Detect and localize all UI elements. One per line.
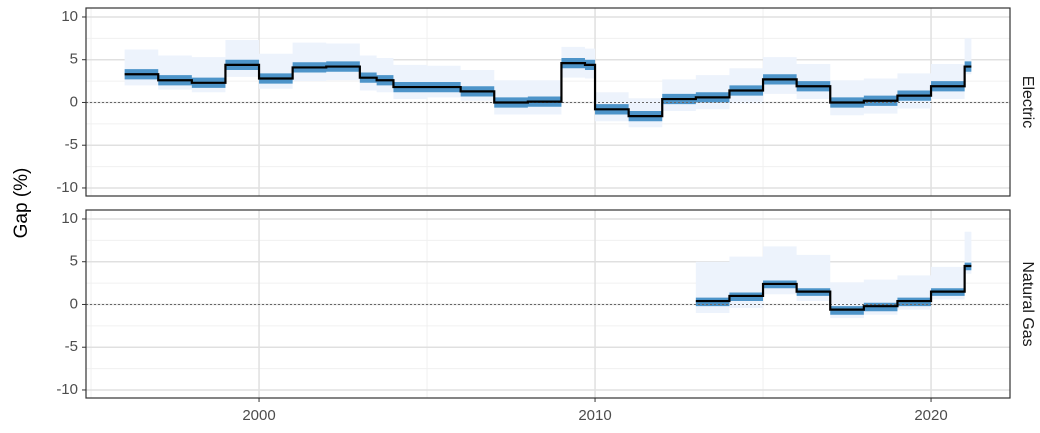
line <box>695 264 972 311</box>
panel-border <box>85 209 1011 399</box>
y-tick-label: 0 <box>70 93 78 110</box>
x-tick-label: 2020 <box>914 407 947 424</box>
y-tick-label: -5 <box>65 136 78 153</box>
y-tick-label: -5 <box>65 338 78 355</box>
y-tick-label: 5 <box>70 51 78 68</box>
y-tick-label: 10 <box>61 210 78 227</box>
line <box>124 62 972 118</box>
panel-border <box>85 7 1011 197</box>
outer-band <box>124 38 972 128</box>
strip-label: Natural Gas <box>1019 261 1036 346</box>
y-axis-label: Gap (%) <box>11 168 32 239</box>
y-tick-label: 0 <box>70 295 78 312</box>
y-tick-label: 10 <box>61 8 78 25</box>
inner-band <box>124 58 972 122</box>
y-tick-label: -10 <box>56 381 78 398</box>
x-tick-label: 2000 <box>242 407 275 424</box>
x-tick-label: 2010 <box>578 407 611 424</box>
outer-band <box>695 231 972 319</box>
strip-label: Electric <box>1019 76 1036 128</box>
y-tick-label: 5 <box>70 253 78 270</box>
y-tick-label: -10 <box>56 179 78 196</box>
